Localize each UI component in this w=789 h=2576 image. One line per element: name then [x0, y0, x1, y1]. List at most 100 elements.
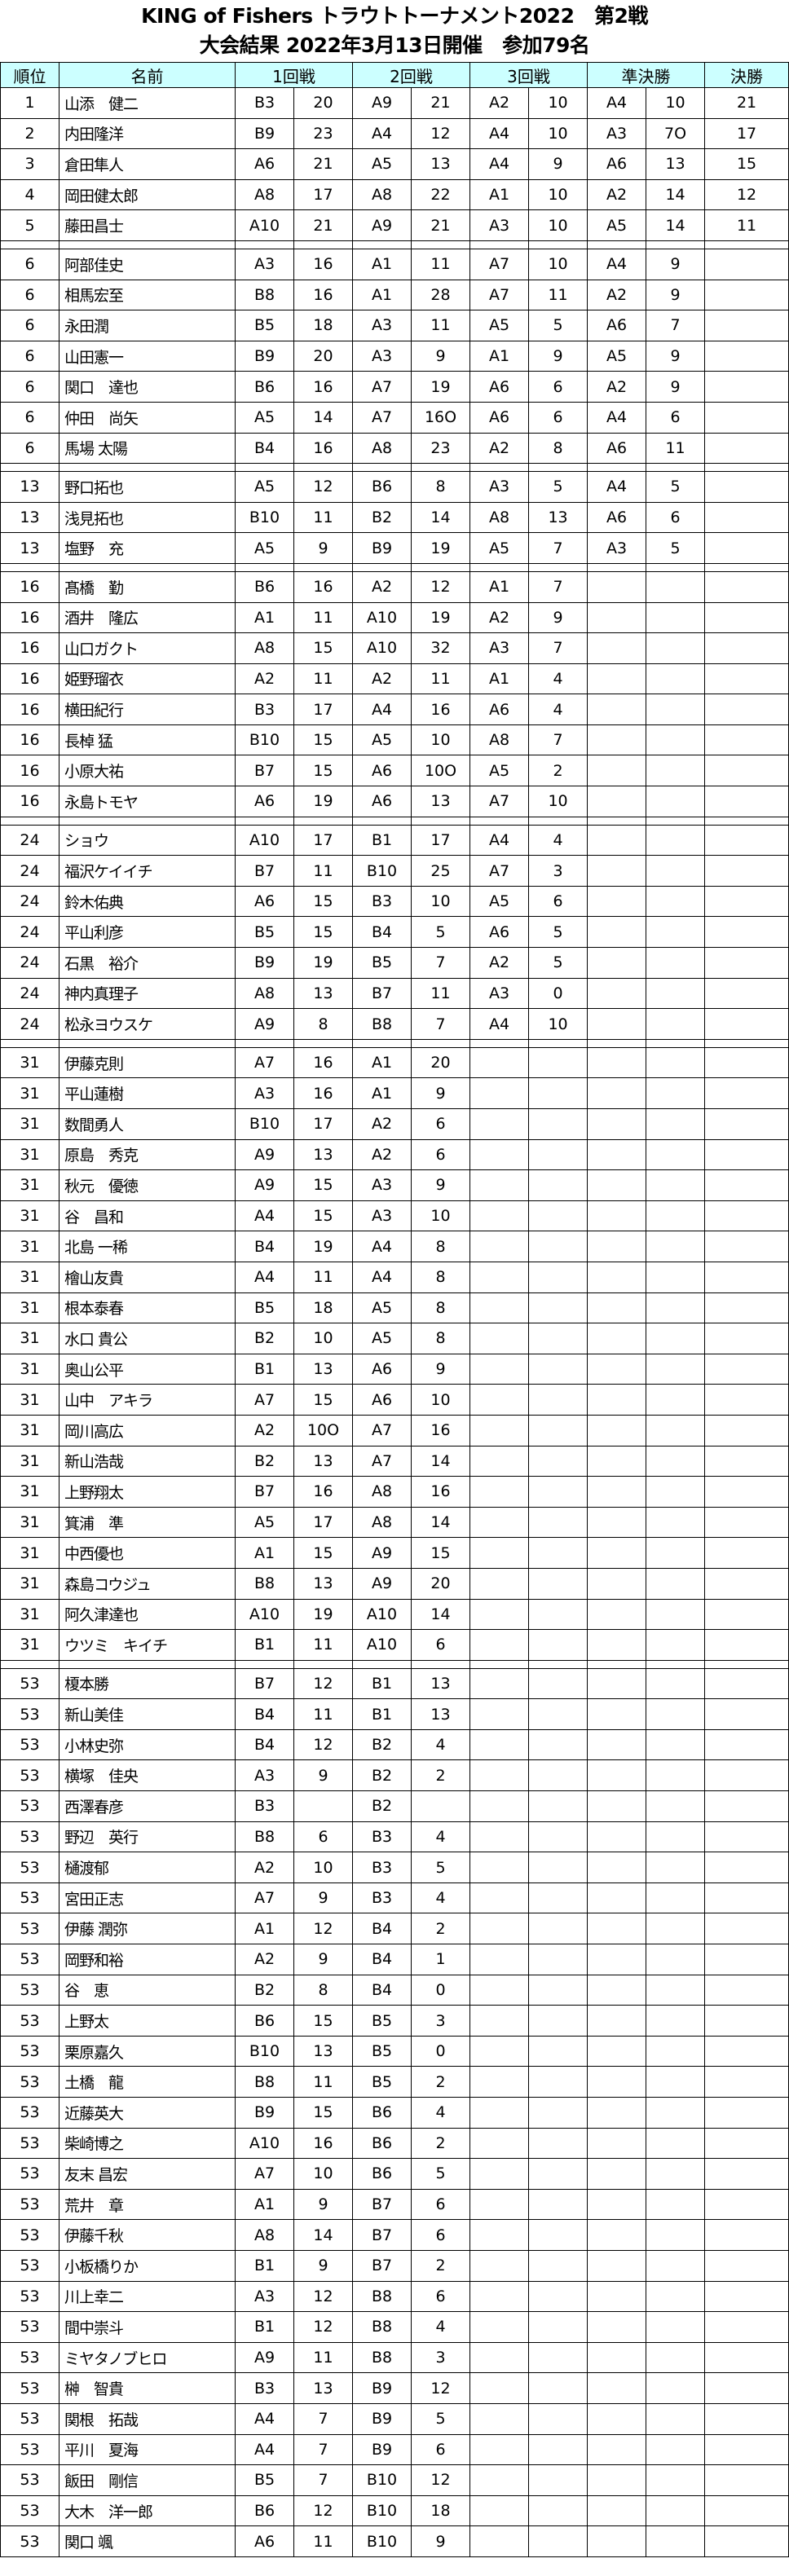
header-round-2: 2回戦	[352, 62, 471, 88]
semi-score-cell	[646, 1629, 706, 1661]
semi-score-cell	[646, 2249, 706, 2282]
semi-score-cell	[646, 2464, 706, 2496]
r1-score-cell: 19	[293, 1231, 354, 1262]
r1-block-cell: A4	[235, 2402, 294, 2435]
r2-block-cell: B8	[352, 2311, 412, 2343]
rank-cell: 53	[0, 1913, 60, 1945]
semi-score-cell: 10	[646, 87, 706, 119]
r3-score-cell	[528, 2249, 588, 2282]
rank-cell: 53	[0, 2525, 60, 2557]
rank-cell: 5	[0, 209, 60, 241]
rank-cell: 53	[0, 1698, 60, 1730]
r3-score-cell	[528, 1414, 588, 1447]
r3-score-cell	[528, 1882, 588, 1914]
r1-score-cell: 10	[293, 1323, 354, 1354]
name-cell: 野口拓也	[59, 471, 236, 503]
r1-score-cell: 17	[293, 178, 354, 211]
r3-score-cell	[528, 2280, 588, 2313]
r3-block-cell	[469, 2005, 530, 2037]
name-cell: 新山浩哉	[59, 1445, 236, 1477]
r2-block-cell: A10	[352, 601, 412, 634]
semi-score-cell	[646, 755, 706, 787]
r2-score-cell: 8	[411, 1231, 471, 1262]
r3-score-cell: 4	[528, 663, 588, 695]
semi-block-cell	[587, 1077, 647, 1109]
r2-score-cell: 12	[411, 2372, 471, 2404]
r2-block-cell: B5	[352, 2035, 412, 2067]
table-row: 53 榎本勝 B7 12 B1 13	[0, 1667, 789, 1700]
semi-block-cell	[587, 1476, 647, 1508]
table-row: 6 関口 達也 B6 16 A7 19 A6 6 A2 9	[0, 371, 789, 403]
r2-block-cell: A10	[352, 1598, 412, 1631]
r3-score-cell: 11	[528, 279, 588, 311]
r1-score-cell: 15	[293, 1537, 354, 1569]
r2-score-cell: 4	[411, 1882, 471, 1914]
semi-score-cell: 9	[646, 340, 706, 372]
table-row: 53 柴崎博之 A10 16 B6 2	[0, 2127, 789, 2160]
r3-score-cell	[528, 1821, 588, 1853]
header-row: 順位 名前 1回戦 2回戦 3回戦 準決勝 決勝	[0, 62, 789, 88]
table-row: 31 平山蓮樹 A3 16 A1 9	[0, 1077, 789, 1109]
separator-cell	[59, 240, 236, 249]
r2-block-cell: B5	[352, 2066, 412, 2098]
semi-score-cell	[646, 977, 706, 1010]
r1-block-cell: A6	[235, 786, 294, 817]
rank-cell: 24	[0, 824, 60, 856]
final-score-cell	[704, 371, 789, 403]
semi-block-cell	[587, 2372, 647, 2404]
r1-block-cell: A2	[235, 1414, 294, 1447]
final-score-cell	[704, 2495, 789, 2527]
final-score-cell	[704, 1567, 789, 1600]
r3-block-cell	[469, 1698, 530, 1730]
r1-score-cell: 11	[293, 1261, 354, 1293]
r1-score-cell: 15	[293, 755, 354, 787]
final-score-cell: 12	[704, 178, 789, 211]
semi-block-cell	[587, 2005, 647, 2037]
r1-block-cell: A8	[235, 178, 294, 211]
r2-score-cell: 9	[411, 1169, 471, 1201]
separator-cell	[528, 1038, 588, 1048]
semi-block-cell	[587, 1292, 647, 1324]
r2-block-cell: B6	[352, 2097, 412, 2129]
r2-block-cell: A4	[352, 1231, 412, 1262]
r1-block-cell: A3	[235, 2280, 294, 2313]
r1-score-cell: 10O	[293, 1414, 354, 1447]
r2-block-cell: A8	[352, 1506, 412, 1539]
name-cell: 柴崎博之	[59, 2127, 236, 2160]
r2-block-cell: A10	[352, 1629, 412, 1661]
group-separator	[0, 1038, 789, 1048]
table-row: 53 間中崇斗 B1 12 B8 4	[0, 2311, 789, 2343]
r1-block-cell: A4	[235, 1261, 294, 1293]
r2-score-cell: 15	[411, 1537, 471, 1569]
rank-cell: 16	[0, 663, 60, 695]
r3-block-cell	[469, 2219, 530, 2251]
r2-block-cell: B2	[352, 1728, 412, 1761]
table-row: 31 数間勇人 B10 17 A2 6	[0, 1108, 789, 1140]
r3-block-cell	[469, 2311, 530, 2343]
r1-block-cell: A9	[235, 1008, 294, 1040]
semi-score-cell	[646, 1698, 706, 1730]
r3-score-cell	[528, 1384, 588, 1416]
r3-score-cell	[528, 1667, 588, 1700]
r3-block-cell	[469, 1728, 530, 1761]
r2-score-cell: 16	[411, 694, 471, 725]
semi-score-cell	[646, 1476, 706, 1508]
semi-block-cell	[587, 1629, 647, 1661]
semi-score-cell	[646, 1384, 706, 1416]
final-score-cell	[704, 432, 789, 465]
r1-score-cell: 18	[293, 310, 354, 341]
final-score-cell	[704, 2066, 789, 2098]
r1-block-cell: B3	[235, 2372, 294, 2404]
semi-score-cell	[646, 632, 706, 664]
name-cell: 平山利彦	[59, 916, 236, 949]
separator-cell	[528, 1659, 588, 1669]
table-row: 16 酒井 隆広 A1 11 A10 19 A2 9	[0, 601, 789, 634]
r1-block-cell: B10	[235, 2035, 294, 2067]
r1-block-cell: B9	[235, 117, 294, 150]
name-cell: 檜山友貴	[59, 1261, 236, 1293]
table-row: 53 関根 拓哉 A4 7 B9 5	[0, 2402, 789, 2435]
r1-block-cell: A5	[235, 532, 294, 564]
r2-block-cell: B3	[352, 1882, 412, 1914]
r1-score-cell: 15	[293, 724, 354, 756]
semi-score-cell	[646, 2035, 706, 2067]
